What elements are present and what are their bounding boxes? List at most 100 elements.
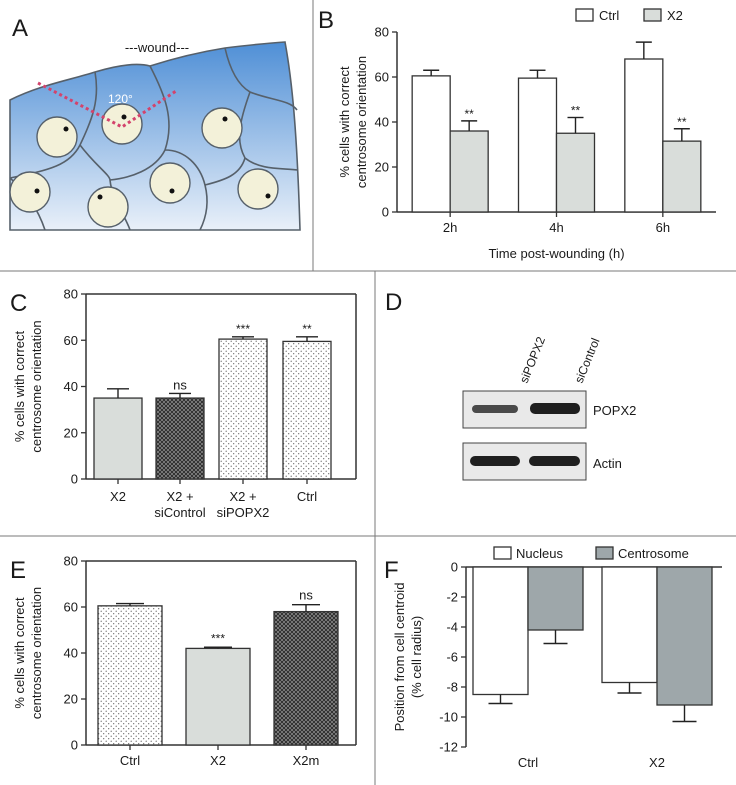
c-y-tick-label-2: 40 [64,379,78,394]
lane-label-sipopx2: siPOPX2 [517,334,548,385]
e-x-tick-label-0: Ctrl [120,753,140,768]
angle-lines [37,81,177,129]
c-x-tick-label-3: Ctrl [297,489,317,504]
c-bar-2 [218,338,268,480]
f-legend-label-nucleus: Nucleus [516,546,563,561]
f-y-tick-label-5: -10 [439,710,458,725]
panel-a-illustration: ---wound--- [9,40,301,231]
c-y-tick-label-3: 60 [64,333,78,348]
f-y-tick-label-0: 0 [451,560,458,575]
b-bar-x2-4h [555,132,596,213]
b-bar-ctrl-2h [411,75,451,213]
chart-f: 0 -2 -4 -6 -8 -10 -12 Ctrl X2 Position from cell … [392,546,722,770]
panel-letter-d: D [385,289,402,316]
e-x-tick-label-1: X2 [210,753,226,768]
c-y-tick-label-0: 0 [71,472,78,487]
b-bar-x2-2h [449,130,489,213]
wound-label: ---wound--- [125,40,189,55]
b-bar-ctrl-4h [517,77,558,213]
e-y-tick-label-2: 40 [64,646,78,661]
f-legend-swatch-centrosome [595,546,614,560]
f-y-tick-label-2: -4 [446,620,458,635]
b-y-axis-title-line2: centrosome orientation [354,56,369,188]
band-actin-sicontrol [529,456,580,466]
b-sig-2h: ** [464,107,474,121]
c-bar-1 [155,397,205,480]
b-legend-label-ctrl: Ctrl [599,8,619,23]
chart-e: 0 20 40 60 80 Ctrl *** X2 ns X2m % cells with corr… [12,554,357,768]
b-sig-6h: ** [677,115,687,129]
c-bar-0 [93,397,143,480]
c-y-axis-title: % cells with correct [12,330,27,442]
f-y-tick-label-6: -12 [439,740,458,755]
e-y-axis-title-line2: centrosome orientation [29,587,44,719]
b-x-tick-label-0: 2h [443,220,457,235]
wound-cell-sheet [9,41,301,231]
e-y-tick-label-0: 0 [71,738,78,753]
e-sig-x2m: ns [299,588,313,603]
c-y-tick-label-4: 80 [64,287,78,302]
chart-b: 0 20 40 60 80 ** 2h ** 4h ** 6h Time post-wounding … [337,8,716,261]
band-popx2-sipopx2 [472,405,518,413]
f-y-tick-label-1: -2 [446,590,458,605]
c-bar-3 [282,340,332,480]
panel-letter-e: E [10,557,26,584]
c-x-tick-label-0: X2 [110,489,126,504]
angle-label: 120° [108,92,133,106]
band-label-popx2: POPX2 [593,403,636,418]
c-y-axis-title-line2: centrosome orientation [29,320,44,452]
c-x-tick-label-1-line2: siControl [154,505,205,520]
b-x-axis-title: Time post-wounding (h) [488,246,624,261]
e-bar-ctrl [97,605,163,746]
f-y-tick-label-3: -6 [446,650,458,665]
centrosomes [34,114,271,200]
b-y-tick-label-4: 80 [375,25,389,40]
b-legend-label-x2: X2 [667,8,683,23]
b-legend-swatch-ctrl [575,8,594,22]
band-actin-sipopx2 [470,456,520,466]
c-x-tick-label-2-line2: siPOPX2 [217,505,270,520]
f-bar-nucleus-ctrl [472,566,529,696]
f-bar-nucleus-x2 [601,566,658,684]
e-y-tick-label-1: 20 [64,692,78,707]
panel-letter-a: A [12,15,28,42]
c-sig-3: ** [302,322,312,336]
e-y-tick-label-4: 80 [64,554,78,569]
e-bar-x2 [185,647,251,746]
panel-letter-b: B [318,7,334,34]
b-y-tick-label-3: 60 [375,70,389,85]
f-y-tick-label-4: -8 [446,680,458,695]
b-bar-x2-6h [662,140,702,213]
f-legend-swatch-nucleus [493,546,512,560]
b-y-axis-title: % cells with correct [337,66,352,178]
e-x-tick-label-2: X2m [293,753,320,768]
band-label-actin: Actin [593,456,622,471]
f-bar-centrosome-x2 [656,566,713,706]
c-y-tick-label-1: 20 [64,425,78,440]
b-x-tick-label-2: 6h [656,220,670,235]
panel-d-blot: siPOPX2 siControl POPX2 Actin [462,334,636,481]
b-legend-swatch-x2 [643,8,662,22]
panel-letter-c: C [10,290,27,317]
f-x-tick-label-1: X2 [649,755,665,770]
f-bar-centrosome-ctrl [527,566,584,631]
c-sig-1: ns [173,377,187,392]
b-x-tick-label-1: 4h [549,220,563,235]
e-bar-x2m [273,610,339,746]
b-y-tick-label-0: 0 [382,205,389,220]
e-y-tick-label-3: 60 [64,600,78,615]
f-x-tick-label-0: Ctrl [518,755,538,770]
e-sig-x2: *** [211,631,225,645]
band-popx2-sicontrol [530,403,580,414]
b-bar-ctrl-6h [624,58,664,213]
f-y-axis-title: Position from cell centroid [392,583,407,732]
e-y-axis-title: % cells with correct [12,597,27,709]
c-sig-2: *** [236,322,250,336]
f-legend-label-centrosome: Centrosome [618,546,689,561]
b-y-tick-label-1: 20 [375,160,389,175]
c-x-tick-label-1: X2 + [166,489,193,504]
lane-label-sicontrol: siControl [572,336,603,385]
